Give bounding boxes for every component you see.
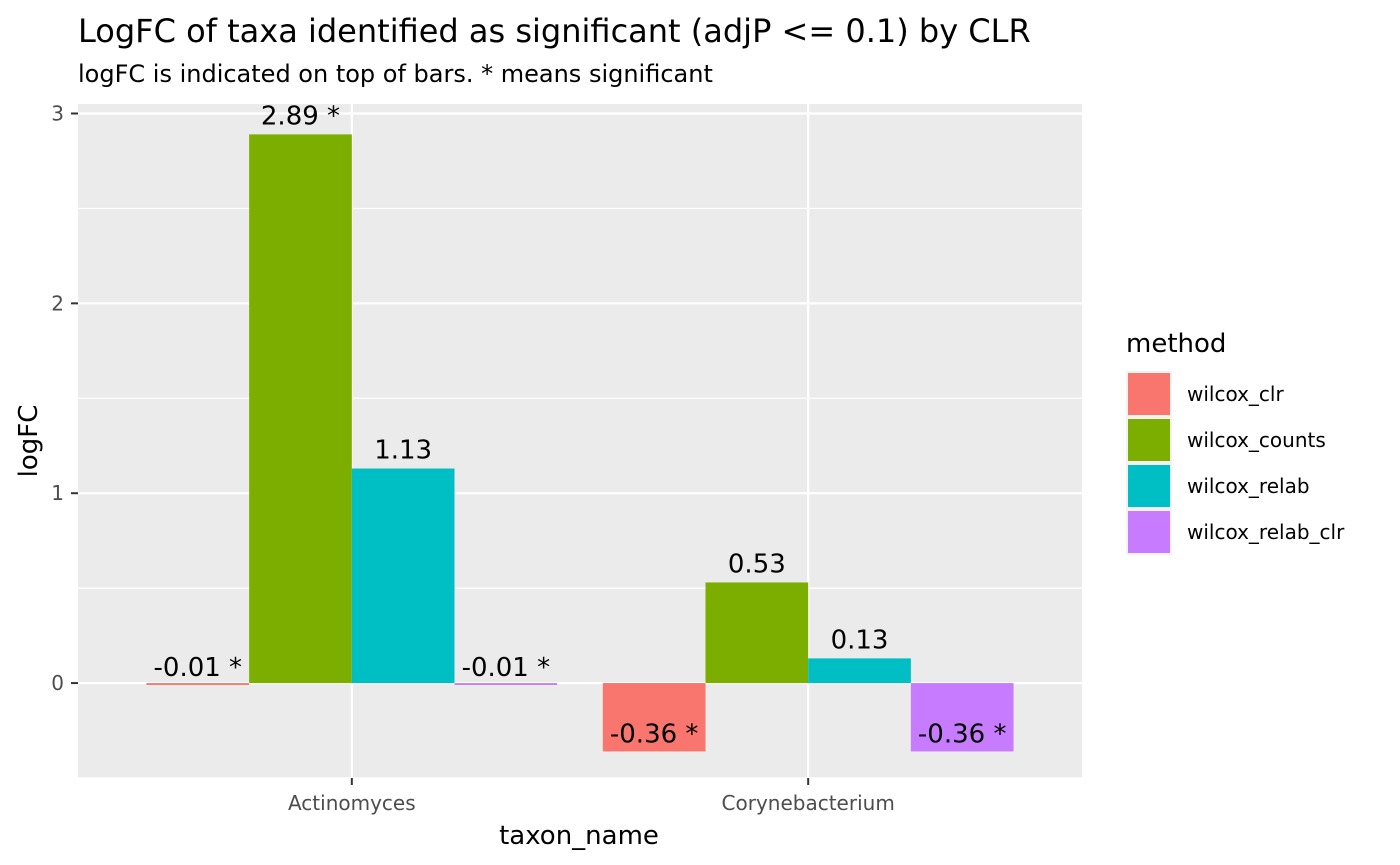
bar <box>808 658 911 684</box>
legend-swatch <box>1128 419 1170 461</box>
bar-value-label: 1.13 <box>374 436 432 466</box>
y-tick-label: 0 <box>51 671 64 695</box>
chart-subtitle: logFC is indicated on top of bars. * mea… <box>78 60 713 88</box>
x-axis-title: taxon_name <box>499 821 659 851</box>
bar-value-label: 0.13 <box>831 625 889 655</box>
legend-label: wilcox_counts <box>1187 428 1326 452</box>
axes: 0 1 2 3 Actinomyces Corynebacterium <box>51 101 895 815</box>
y-tick-label: 2 <box>51 291 64 315</box>
bar-value-label: -0.01 * <box>154 653 243 683</box>
bar <box>146 683 250 685</box>
bar-value-label: -0.36 * <box>918 719 1007 749</box>
chart-title: LogFC of taxa identified as significant … <box>78 12 1031 50</box>
x-tick-label: Corynebacterium <box>722 791 895 815</box>
bar-value-label: -0.01 * <box>462 653 551 683</box>
plot-panel <box>78 104 1082 778</box>
bar <box>454 683 558 685</box>
legend-label: wilcox_relab_clr <box>1187 520 1345 544</box>
bar-value-label: 0.53 <box>728 549 786 579</box>
bar <box>705 582 809 684</box>
bar <box>910 683 1014 752</box>
legend-swatch <box>1128 373 1170 415</box>
y-tick-label: 3 <box>51 101 64 125</box>
legend-title: method <box>1126 329 1226 359</box>
legend-label: wilcox_relab <box>1187 474 1310 498</box>
legend-swatch <box>1128 511 1170 553</box>
bars <box>146 134 1014 752</box>
bar-labels: -0.01 * 2.89 * 1.13 -0.01 * -0.36 * 0.53 0.13 -… <box>154 101 1007 749</box>
x-tick-label: Actinomyces <box>288 791 416 815</box>
bar <box>351 468 455 684</box>
y-tick-label: 1 <box>51 481 64 505</box>
bar <box>602 683 706 752</box>
legend-swatch <box>1128 465 1170 507</box>
legend-label: wilcox_clr <box>1187 382 1284 406</box>
bar <box>249 134 352 684</box>
legend: method wilcox_clr wilcox_counts wilcox_rel… <box>1126 329 1345 555</box>
bar-value-label: 2.89 * <box>261 101 340 131</box>
y-axis-title: logFC <box>14 405 44 478</box>
bar-value-label: -0.36 * <box>610 719 699 749</box>
